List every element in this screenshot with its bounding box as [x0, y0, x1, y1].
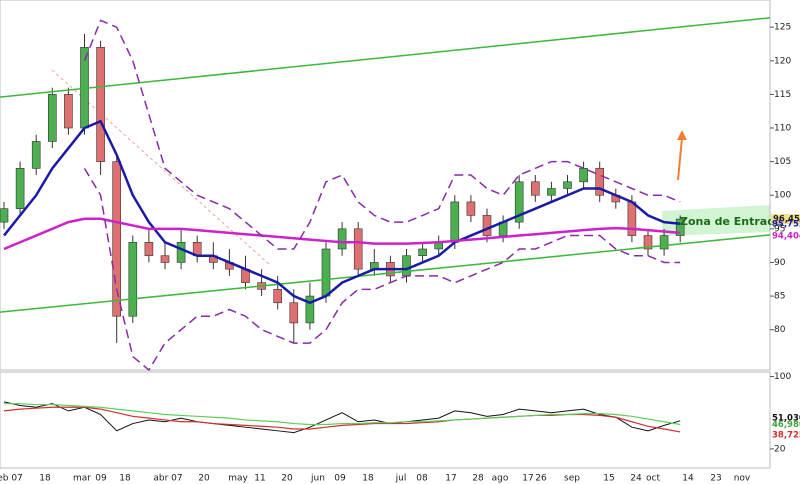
- x-tick-label: 24: [630, 474, 642, 484]
- x-tick-label: abr 07: [153, 474, 182, 484]
- x-tick-label: 15: [603, 474, 614, 484]
- series-line: [3, 119, 681, 305]
- x-tick-label: mar: [73, 474, 91, 484]
- x-tick-label: ago: [492, 474, 509, 484]
- entry-zone: [662, 205, 770, 236]
- candle-body: [659, 235, 669, 250]
- y-tick-label: 85: [774, 292, 785, 302]
- candle-body: [305, 295, 315, 324]
- y-tick-label: 95: [774, 224, 785, 234]
- y-tick-label: 90: [774, 258, 786, 268]
- arrow-head: [677, 130, 687, 140]
- y-tick-label: 20: [774, 444, 786, 454]
- candle-body: [273, 289, 283, 304]
- x-tick-label: 08: [416, 474, 428, 484]
- trend-line: [0, 17, 771, 98]
- series-line: [3, 217, 681, 251]
- x-tick-label: eb 07: [0, 474, 23, 484]
- candle-body: [337, 228, 347, 250]
- candle-body: [128, 241, 138, 317]
- candle-body: [514, 181, 524, 223]
- series-line: [83, 19, 681, 250]
- y-tick-label: 125: [774, 23, 791, 33]
- candle-body: [144, 241, 154, 257]
- trend-line: [0, 234, 771, 313]
- y-tick-label: 100: [774, 372, 791, 382]
- candle-body: [643, 235, 653, 250]
- candle-body: [675, 218, 685, 236]
- value-tag: 46,986: [772, 420, 800, 430]
- x-tick-label: 17: [445, 474, 456, 484]
- candle-body: [47, 94, 57, 142]
- candle-body: [160, 255, 170, 263]
- value-tag: 51,030: [772, 413, 800, 423]
- series-line: [4, 403, 681, 426]
- oscillator-panel: [0, 371, 771, 469]
- arrow: [677, 137, 683, 181]
- candle-body: [289, 302, 299, 324]
- candle-body: [402, 255, 411, 277]
- candle-body: [579, 168, 588, 183]
- value-tag: 38,725: [772, 430, 800, 440]
- x-tick-label: 20: [281, 474, 293, 484]
- x-tick-label: 18: [119, 474, 131, 484]
- x-tick-label: 17: [522, 474, 533, 484]
- x-tick-label: sep: [564, 474, 580, 484]
- candle-body: [450, 201, 460, 243]
- x-tick-label: nov: [734, 474, 751, 484]
- candle-body: [563, 181, 572, 189]
- candle-body: [31, 141, 41, 169]
- x-tick-label: 09: [334, 474, 346, 484]
- candle-body: [627, 201, 637, 236]
- x-tick-label: 28: [472, 474, 484, 484]
- series-line: [3, 401, 681, 434]
- y-tick-label: 110: [774, 124, 791, 134]
- candle-body: [418, 248, 427, 257]
- x-tick-label: jun: [310, 474, 325, 484]
- x-tick-label: 20: [198, 474, 210, 484]
- x-tick-label: 18: [39, 474, 51, 484]
- candle-body: [530, 181, 540, 196]
- value-tag: 96,45: [773, 215, 800, 225]
- candle-body: [0, 208, 9, 223]
- x-tick-label: 11: [254, 474, 265, 484]
- y-tick-label: 115: [774, 90, 791, 100]
- candle-body: [482, 215, 492, 236]
- candle-body: [64, 94, 73, 129]
- x-tick-label: 23: [710, 474, 721, 484]
- candle-body: [15, 168, 25, 209]
- candle-body: [547, 188, 556, 196]
- candle-body: [595, 168, 605, 196]
- candle-body: [176, 241, 186, 263]
- value-tag-box: [771, 214, 800, 225]
- x-tick-label: 18: [362, 474, 374, 484]
- candle-body: [96, 47, 105, 162]
- series-line: [83, 167, 681, 372]
- x-tick-label: 26: [535, 474, 547, 484]
- candle-body: [353, 228, 363, 270]
- candle-body: [466, 201, 476, 216]
- x-tick-label: 14: [682, 474, 694, 484]
- y-tick-label: 105: [774, 157, 791, 167]
- y-tick-label: 120: [774, 56, 791, 66]
- y-tick-label: 80: [774, 325, 786, 335]
- candle-body: [112, 161, 121, 317]
- y-tick-label: 100: [774, 191, 791, 201]
- value-tag: 95,752: [772, 219, 800, 229]
- candle-body: [321, 248, 331, 297]
- annotation: Zona de Entrada: [680, 215, 783, 228]
- x-tick-label: oct: [646, 474, 660, 484]
- x-tick-label: 09: [95, 474, 107, 484]
- x-tick-label: may: [228, 474, 248, 484]
- value-tag: 94,404: [772, 231, 800, 241]
- x-tick-label: jul: [395, 474, 407, 484]
